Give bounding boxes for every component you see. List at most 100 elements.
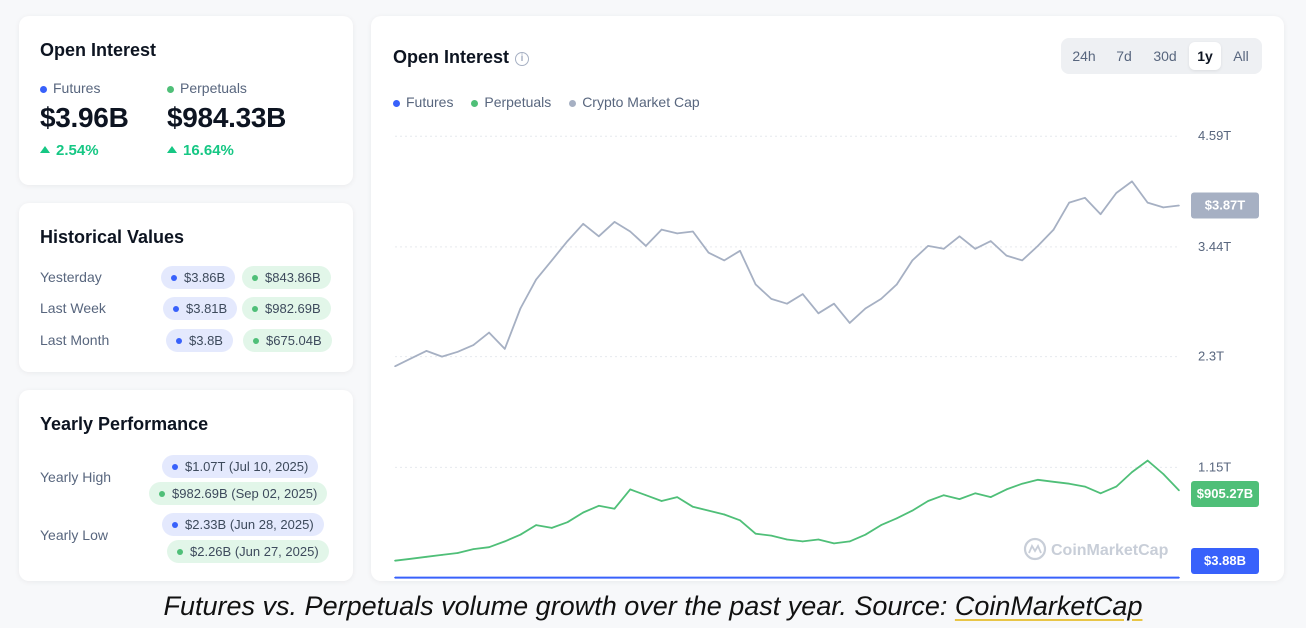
- perpetuals-data-point: [535, 524, 537, 526]
- perpetuals-data-point: [1178, 489, 1180, 492]
- market-cap-data-point: [1068, 201, 1071, 204]
- yearly-low-label: Yearly Low: [40, 527, 108, 543]
- perpetuals-data-point: [598, 505, 600, 507]
- market-cap-data-point: [676, 232, 679, 235]
- perpetuals-data-point: [1021, 482, 1023, 485]
- perpetuals-dot-icon: [159, 491, 165, 497]
- chart-panel: Open Interest i 24h 7d 30d 1y All Futures…: [371, 16, 1284, 581]
- perpetuals-pill: $982.69B: [242, 297, 331, 320]
- perpetuals-data-point: [801, 540, 804, 543]
- futures-pill: $3.81B: [163, 297, 238, 320]
- perpetuals-data-point: [566, 521, 569, 523]
- market-cap-dot-icon: [569, 99, 577, 107]
- market-cap-data-point: [409, 357, 412, 360]
- legend-perpetuals[interactable]: Perpetuals: [471, 94, 551, 110]
- perpetuals-data-point: [833, 542, 835, 545]
- perpetuals-data-point: [472, 548, 475, 550]
- market-cap-data-point: [613, 221, 616, 223]
- perpetuals-data-point: [551, 527, 553, 529]
- open-interest-chart[interactable]: 4.59T3.44T2.3T1.15T$3.87T$905.27B$3.88B …: [371, 16, 1284, 581]
- perpetuals-data-point: [943, 494, 945, 497]
- market-cap-data-point: [1162, 206, 1165, 209]
- market-cap-data-point: [1005, 254, 1008, 257]
- market-cap-data-point: [848, 322, 851, 324]
- perpetuals-data-point: [645, 494, 647, 497]
- historical-row-label: Last Week: [40, 300, 106, 316]
- futures-dot-icon: [172, 522, 178, 528]
- timeframe-1y[interactable]: 1y: [1189, 42, 1221, 70]
- legend-market-cap[interactable]: Crypto Market Cap: [569, 94, 700, 110]
- perpetuals-pill: $675.04B: [243, 329, 332, 352]
- market-cap-data-point: [472, 344, 475, 346]
- market-cap-last-value-label: $3.87T: [1205, 198, 1246, 213]
- perpetuals-label: Perpetuals: [180, 80, 247, 96]
- historical-values-title: Historical Values: [40, 227, 185, 247]
- market-cap-data-point: [692, 230, 694, 233]
- market-cap-data-point: [833, 302, 835, 305]
- perpetuals-data-point: [441, 554, 443, 556]
- market-cap-data-point: [786, 302, 788, 305]
- yearly-performance-card: Yearly Performance Yearly High $1.07T (J…: [19, 390, 353, 581]
- info-icon[interactable]: i: [515, 52, 530, 66]
- historical-row-label: Yesterday: [40, 269, 102, 285]
- perpetuals-data-point: [723, 513, 726, 516]
- futures-dot-icon: [172, 464, 178, 470]
- coinmarketcap-logo-icon: [1023, 537, 1047, 561]
- timeframe-7d[interactable]: 7d: [1116, 48, 1132, 64]
- perpetuals-data-point: [1052, 480, 1055, 483]
- perpetuals-dot-icon: [253, 338, 259, 344]
- market-cap-data-point: [425, 350, 428, 352]
- yearly-low-perpetuals-pill: $2.26B (Jun 27, 2025): [167, 540, 329, 563]
- historical-row-last-month: Last Month $3.8B $675.04B: [40, 329, 335, 353]
- market-cap-data-point: [1084, 197, 1086, 199]
- market-cap-data-point: [660, 228, 663, 231]
- market-cap-data-point: [739, 249, 741, 252]
- perpetuals-data-point: [456, 552, 459, 554]
- figure-caption: Futures vs. Perpetuals volume growth ove…: [163, 591, 1143, 621]
- open-interest-card: Open Interest Futures $3.96B 2.54% Perpe…: [19, 16, 353, 185]
- timeframe-selector: 24h 7d 30d 1y All: [1061, 38, 1262, 74]
- market-cap-data-point: [927, 245, 929, 247]
- perpetuals-data-point: [425, 556, 428, 558]
- timeframe-30d[interactable]: 30d: [1153, 48, 1177, 64]
- market-cap-data-point: [990, 240, 992, 242]
- perpetuals-data-point: [864, 533, 867, 536]
- timeframe-24h[interactable]: 24h: [1072, 48, 1096, 64]
- legend-futures[interactable]: Futures: [393, 94, 453, 110]
- market-cap-data-point: [629, 230, 631, 233]
- market-cap-last-value-badge: [1191, 192, 1259, 219]
- perpetuals-data-point: [394, 559, 396, 562]
- futures-pill: $3.86B: [161, 266, 236, 289]
- market-cap-data-point: [880, 298, 882, 300]
- timeframe-all[interactable]: All: [1233, 48, 1249, 64]
- perpetuals-data-point: [409, 557, 412, 560]
- yearly-low-futures-pill: $2.33B (Jun 28, 2025): [162, 513, 324, 536]
- perpetuals-data-point: [519, 533, 522, 536]
- perpetuals-dot-icon: [252, 275, 258, 281]
- y-tick-label: 1.15T: [1198, 459, 1231, 474]
- market-cap-data-point: [441, 355, 443, 358]
- perpetuals-data-point: [958, 498, 961, 500]
- market-cap-data-point: [801, 293, 804, 295]
- y-tick-label: 2.3T: [1198, 349, 1224, 364]
- perpetuals-last-value-badge: [1191, 481, 1259, 507]
- futures-data-point: [394, 576, 396, 579]
- perpetuals-data-point: [880, 524, 882, 526]
- caption-source-link[interactable]: CoinMarketCap: [954, 591, 1143, 621]
- perpetuals-dot-icon: [252, 306, 258, 312]
- perpetuals-data-point: [895, 517, 898, 520]
- perpetuals-data-point: [613, 507, 616, 510]
- market-cap-data-point: [1178, 204, 1180, 207]
- perpetuals-data-point: [770, 534, 773, 537]
- market-cap-data-point: [723, 259, 726, 262]
- perpetuals-dot-icon: [471, 99, 479, 107]
- market-cap-data-point: [1037, 245, 1039, 247]
- futures-dot-icon: [176, 338, 182, 344]
- caret-up-icon: [167, 146, 177, 153]
- perpetuals-data-point: [911, 509, 914, 512]
- market-cap-data-point: [598, 235, 600, 238]
- futures-last-value-badge: [1191, 548, 1259, 574]
- futures-label: Futures: [53, 80, 101, 96]
- market-cap-line[interactable]: [394, 180, 1180, 368]
- yearly-high-label: Yearly High: [40, 469, 112, 485]
